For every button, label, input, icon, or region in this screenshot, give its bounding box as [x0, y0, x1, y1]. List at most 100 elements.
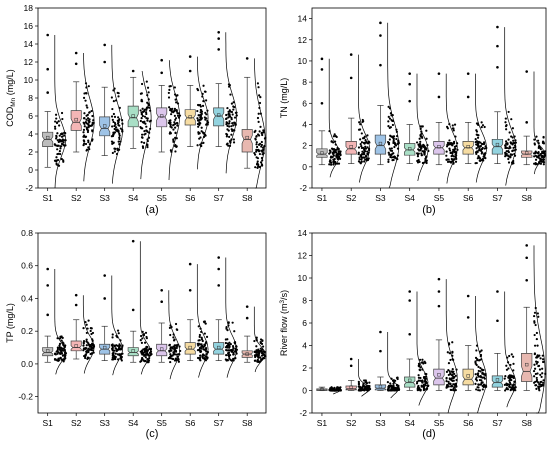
outlier-point — [379, 330, 382, 334]
data-point — [144, 122, 147, 125]
data-point — [141, 107, 144, 110]
outlier-point — [46, 91, 49, 94]
data-point — [254, 138, 257, 141]
data-point — [261, 345, 265, 348]
data-point — [141, 337, 144, 340]
data-point — [111, 347, 114, 350]
data-point — [535, 362, 538, 365]
density-curve — [445, 73, 458, 184]
x-tick-label: S6 — [463, 193, 474, 203]
data-point — [86, 117, 90, 120]
outlier-point — [320, 68, 324, 71]
data-point — [537, 387, 540, 390]
data-point — [230, 133, 233, 136]
mean-marker — [217, 113, 221, 117]
data-point — [199, 359, 202, 362]
data-point — [228, 122, 231, 125]
data-point — [174, 322, 178, 326]
data-point — [361, 153, 365, 156]
data-point — [84, 135, 87, 139]
outlier-point — [320, 101, 324, 105]
data-point — [395, 387, 398, 390]
data-point — [144, 331, 148, 334]
y-tick-label: 0.2 — [21, 326, 33, 336]
box — [491, 375, 504, 388]
data-point — [262, 129, 265, 132]
outlier-point — [217, 48, 220, 51]
data-point — [535, 162, 539, 166]
data-point — [55, 156, 58, 159]
data-point — [423, 146, 427, 149]
data-point — [87, 146, 90, 149]
data-point — [446, 143, 449, 146]
data-point — [357, 152, 360, 156]
data-point — [389, 155, 392, 159]
data-point — [505, 146, 509, 150]
data-point — [61, 336, 64, 340]
x-tick-label: S7 — [492, 418, 503, 428]
data-point — [227, 321, 230, 325]
data-point — [90, 124, 94, 127]
data-point — [200, 345, 203, 348]
data-point — [143, 141, 146, 145]
data-point — [167, 96, 171, 99]
x-tick-label: S5 — [434, 193, 445, 203]
data-point — [447, 380, 450, 383]
data-point — [228, 115, 232, 118]
outlier-point — [74, 303, 78, 307]
data-point — [82, 349, 85, 352]
data-point — [257, 120, 260, 123]
box — [156, 343, 168, 357]
data-point — [205, 335, 209, 339]
outlier-point — [379, 21, 382, 25]
outlier-point — [217, 256, 220, 259]
data-point — [421, 358, 424, 361]
data-point — [451, 373, 454, 377]
data-point — [534, 154, 537, 157]
data-point — [536, 312, 539, 315]
data-point — [452, 127, 455, 130]
density-curve — [416, 73, 429, 181]
data-point — [139, 350, 142, 353]
data-point — [172, 336, 175, 339]
data-point — [450, 377, 453, 380]
data-point — [368, 381, 371, 384]
data-point — [358, 157, 361, 161]
outlier-point — [160, 71, 163, 75]
data-point — [172, 128, 175, 131]
box — [345, 141, 357, 155]
data-point — [536, 354, 539, 357]
x-tick-label: S7 — [492, 193, 503, 203]
data-point — [261, 146, 265, 149]
data-point — [507, 155, 510, 158]
outlier-point — [525, 70, 528, 73]
data-point — [199, 108, 202, 112]
data-point — [58, 150, 61, 153]
data-point — [141, 356, 144, 360]
data-point — [233, 330, 236, 333]
data-point — [483, 125, 486, 129]
data-point — [144, 359, 147, 363]
data-point — [450, 157, 453, 161]
data-point — [113, 115, 117, 118]
data-point — [172, 339, 176, 342]
data-point — [328, 149, 331, 152]
mean-marker — [160, 347, 164, 351]
data-point — [172, 353, 175, 356]
data-point — [228, 120, 231, 123]
mean-marker — [103, 124, 107, 128]
panel-label: (b) — [422, 204, 435, 216]
data-point — [232, 138, 236, 141]
data-point — [111, 356, 114, 359]
data-point — [539, 373, 542, 376]
data-point — [474, 378, 478, 381]
outlier-point — [525, 256, 528, 260]
data-point — [110, 140, 114, 143]
data-point — [481, 142, 485, 146]
x-tick-label: S1 — [42, 193, 53, 203]
data-point — [505, 368, 509, 371]
data-point — [206, 357, 209, 360]
data-point — [476, 143, 479, 147]
data-point — [420, 385, 423, 388]
data-point — [392, 382, 395, 385]
